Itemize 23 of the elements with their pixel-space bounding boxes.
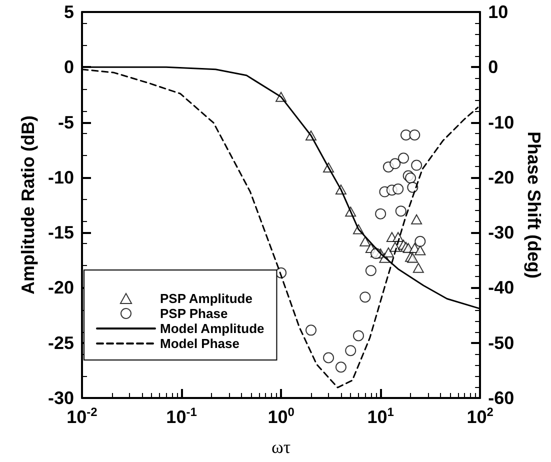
y2-tick-label: -30 bbox=[488, 222, 514, 243]
y-tick-label: -5 bbox=[58, 112, 74, 132]
legend-label: Model Phase bbox=[160, 336, 240, 351]
y-tick-label: -10 bbox=[48, 167, 74, 188]
y2-tick-label: -60 bbox=[488, 388, 514, 408]
y2-tick-label: -10 bbox=[488, 112, 514, 132]
y2-tick-label: 0 bbox=[488, 57, 498, 78]
legend-label: PSP Amplitude bbox=[160, 291, 252, 306]
y2-tick-label: -20 bbox=[488, 167, 514, 188]
y-axis-title: Amplitude Ratio (dB) bbox=[18, 116, 38, 294]
y2-tick-label: -40 bbox=[488, 278, 514, 298]
legend-label: Model Amplitude bbox=[160, 321, 264, 336]
y2-axis-title: Phase Shift (deg) bbox=[524, 131, 544, 279]
x-axis-title: ωτ bbox=[271, 437, 291, 457]
y2-tick-label: 10 bbox=[488, 2, 508, 22]
y-tick-label: 5 bbox=[64, 2, 74, 22]
y-tick-label: -30 bbox=[48, 388, 74, 408]
y-tick-label: -15 bbox=[48, 222, 74, 243]
y2-tick-label: -50 bbox=[488, 332, 514, 353]
y-tick-label: 0 bbox=[64, 57, 74, 78]
y-tick-label: -25 bbox=[48, 332, 74, 353]
y-tick-label: -20 bbox=[48, 278, 74, 298]
legend-label: PSP Phase bbox=[160, 306, 228, 321]
